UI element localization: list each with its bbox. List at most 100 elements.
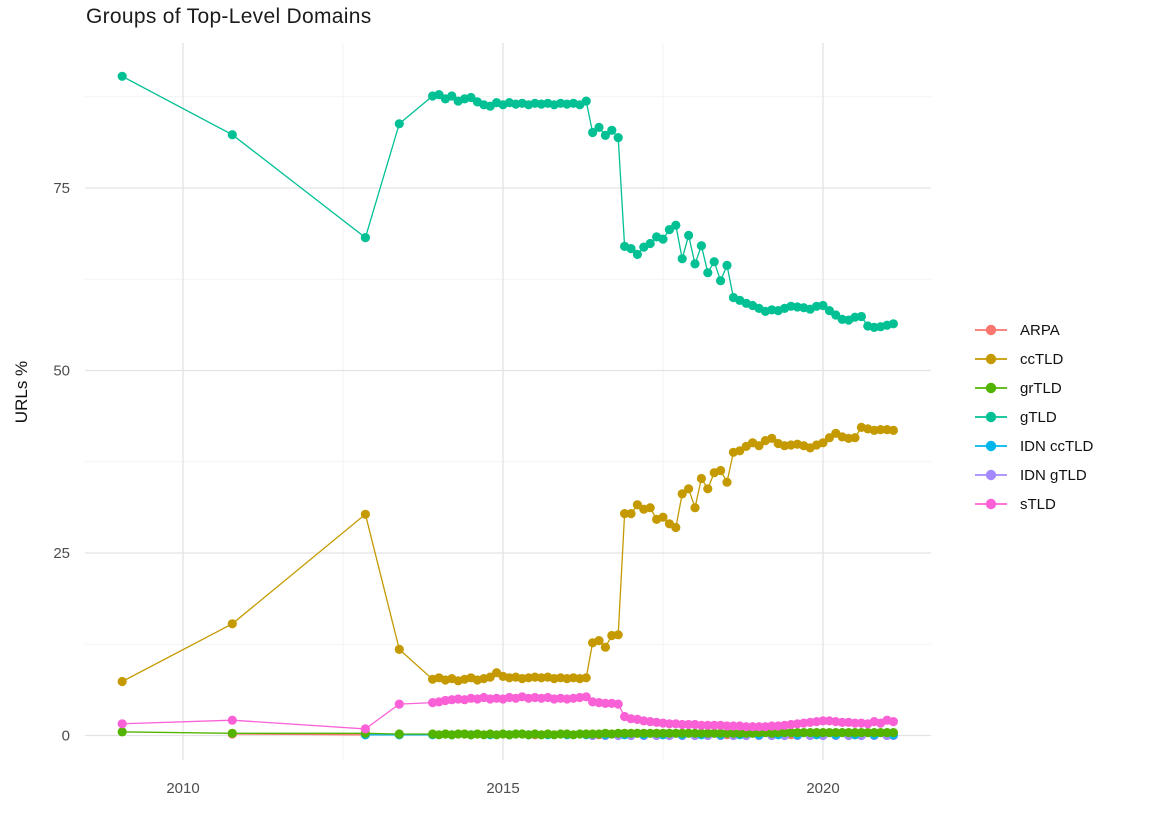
data-point-grtld — [728, 728, 739, 738]
data-point-grtld — [117, 727, 127, 737]
data-point-stld — [818, 716, 828, 726]
data-point-grtld — [645, 728, 655, 738]
data-point-grtld — [658, 728, 668, 738]
legend-item-gtld: gTLD — [974, 406, 1093, 428]
data-point-grtld — [664, 728, 675, 738]
data-point-cctld — [850, 433, 860, 443]
data-point-cctld — [613, 630, 623, 640]
data-point-gtld — [594, 122, 604, 132]
data-point-cctld — [620, 508, 630, 519]
data-point-grtld — [639, 728, 649, 738]
data-point-gtld — [600, 130, 611, 140]
legend-key-icon — [975, 382, 1007, 394]
data-point-grtld — [227, 728, 237, 738]
data-point-gtld — [824, 306, 835, 316]
legend-item-label: gTLD — [1020, 408, 1057, 426]
data-point-grtld — [792, 728, 803, 738]
data-point-stld — [888, 717, 899, 727]
data-point-cctld — [671, 522, 681, 533]
data-point-cctld — [703, 484, 713, 494]
data-point-cctld — [581, 673, 591, 683]
data-point-stld — [227, 715, 237, 725]
legend-item-arpa: ARPA — [974, 319, 1093, 341]
data-point-gtld — [613, 133, 623, 143]
data-point-stld — [600, 698, 611, 709]
data-point-gtld — [818, 300, 828, 311]
y-tick-label: 50 — [53, 363, 70, 380]
data-point-stld — [767, 721, 777, 731]
data-point-gtld — [716, 276, 726, 286]
data-point-grtld — [888, 728, 899, 738]
data-point-gtld — [671, 220, 681, 230]
data-point-grtld — [626, 728, 636, 738]
data-point-gtld — [447, 91, 457, 101]
legend-item-label: grTLD — [1020, 379, 1062, 397]
data-point-grtld — [735, 728, 745, 738]
data-point-grtld — [773, 728, 783, 738]
legend-key-icon — [975, 411, 1007, 423]
y-tick-label: 25 — [53, 545, 70, 562]
data-point-gtld — [626, 244, 636, 254]
data-point-grtld — [863, 728, 873, 738]
y-axis-title: URLs % — [12, 360, 31, 424]
data-point-grtld — [453, 729, 463, 739]
legend-key-icon — [975, 469, 1007, 481]
legend-key-icon — [975, 324, 1007, 336]
data-point-stld — [677, 719, 687, 730]
data-point-gtld — [722, 260, 732, 270]
data-point-stld — [741, 722, 751, 732]
x-tick-label: 2015 — [486, 780, 519, 797]
data-point-grtld — [394, 729, 404, 739]
data-point-gtld — [394, 119, 404, 129]
data-point-gtld — [696, 241, 707, 251]
data-point-grtld — [632, 728, 643, 738]
data-point-cctld — [716, 465, 726, 476]
data-point-grtld — [799, 728, 809, 738]
legend-item-idn-gtld: IDN gTLD — [974, 464, 1093, 486]
data-point-gtld — [588, 127, 598, 138]
data-point-gtld — [117, 71, 127, 81]
data-point-stld — [684, 719, 694, 730]
data-point-cctld — [594, 636, 604, 646]
data-point-grtld — [780, 728, 790, 738]
data-point-grtld — [613, 728, 623, 738]
data-point-cctld — [735, 446, 745, 456]
data-point-cctld — [684, 484, 694, 494]
data-point-gtld — [360, 233, 370, 243]
data-point-cctld — [632, 500, 643, 510]
data-point-cctld — [888, 425, 899, 435]
data-point-cctld — [767, 433, 777, 443]
data-point-cctld — [485, 672, 495, 682]
data-point-stld — [709, 720, 719, 730]
data-point-cctld — [645, 503, 655, 513]
data-point-cctld — [824, 433, 835, 443]
data-point-grtld — [716, 728, 726, 738]
legend-item-label: IDN gTLD — [1020, 466, 1087, 484]
data-point-cctld — [394, 644, 404, 655]
data-point-grtld — [511, 729, 521, 739]
data-point-cctld — [876, 425, 886, 435]
data-point-stld — [664, 719, 675, 729]
legend-key-icon — [975, 353, 1007, 365]
data-point-cctld — [227, 619, 237, 629]
y-tick-label: 0 — [62, 728, 70, 745]
data-point-gtld — [677, 254, 687, 264]
data-point-gtld — [684, 230, 694, 240]
data-point-cctld — [754, 441, 764, 451]
data-point-cctld — [600, 642, 611, 652]
legend: ARPA ccTLD grTLD gTLD IDN ccTLD IDN gTLD sTLD — [974, 319, 1093, 515]
data-point-grtld — [869, 728, 879, 738]
y-tick-label: 75 — [53, 180, 70, 197]
data-point-grtld — [837, 728, 847, 738]
data-point-stld — [850, 718, 860, 728]
data-point-stld — [581, 692, 591, 702]
data-point-grtld — [741, 728, 751, 738]
data-point-stld — [360, 724, 370, 734]
data-point-grtld — [818, 728, 828, 738]
legend-item-idn-cctld: IDN ccTLD — [974, 435, 1093, 457]
data-point-cctld — [690, 503, 700, 513]
data-point-gtld — [856, 311, 867, 322]
data-point-grtld — [703, 728, 713, 738]
data-point-stld — [722, 721, 732, 731]
